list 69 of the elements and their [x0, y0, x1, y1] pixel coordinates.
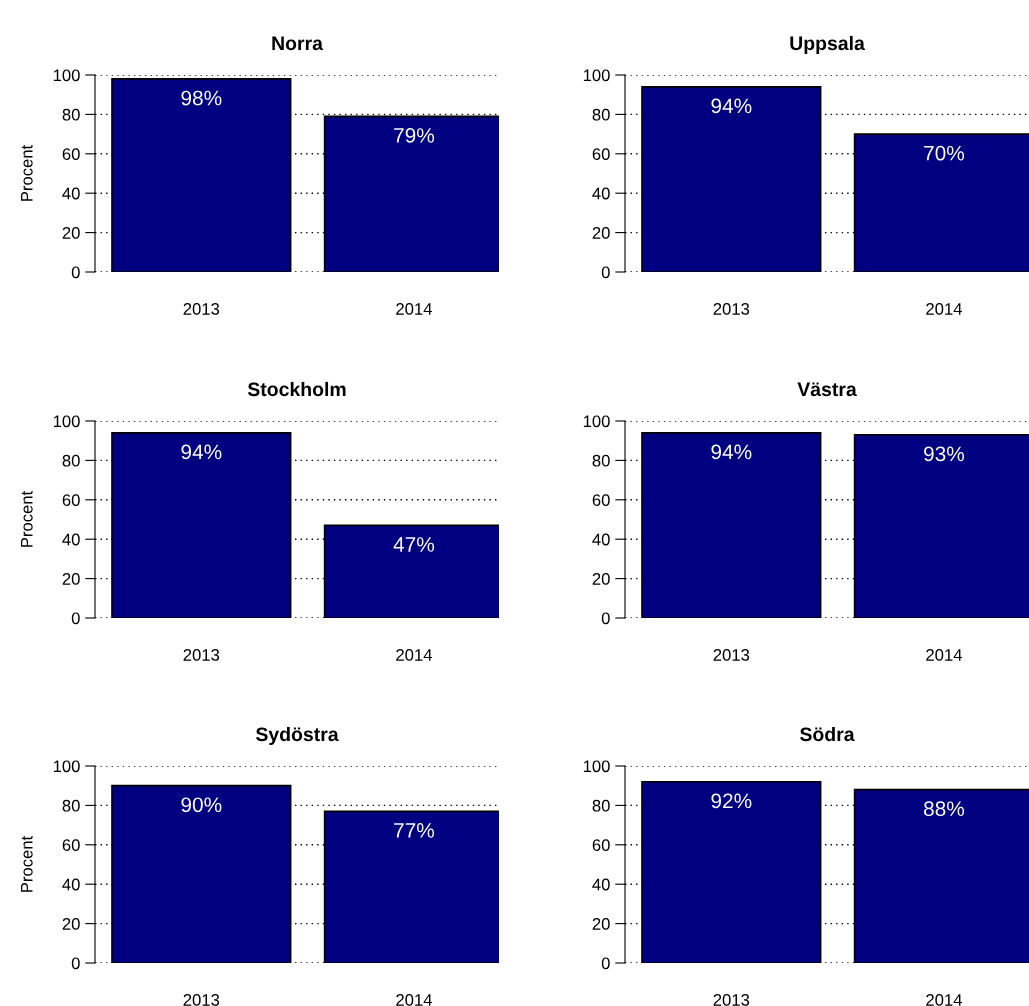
y-tick-label: 100	[53, 415, 80, 428]
x-tick-label: 2014	[926, 994, 962, 1006]
y-axis-title: Procent	[21, 490, 33, 547]
x-tick-label: 2013	[713, 649, 750, 661]
y-tick-label: 40	[62, 187, 80, 200]
data-label: 70%	[924, 145, 965, 161]
y-tick-label: 60	[62, 839, 80, 851]
x-tick-label: 2014	[396, 994, 432, 1006]
y-tick-label: 60	[62, 494, 80, 506]
data-label: 92%	[711, 793, 752, 809]
y-tick-label: 20	[592, 227, 610, 239]
y-tick-label: 0	[601, 957, 610, 970]
chart-title: Södra	[800, 726, 855, 742]
y-tick-label: 60	[592, 494, 610, 506]
data-label: 94%	[711, 444, 752, 460]
y-tick-label: 20	[592, 918, 610, 930]
data-label: 77%	[394, 823, 435, 838]
y-tick-label: 80	[62, 454, 80, 467]
y-tick-label: 80	[62, 108, 80, 121]
y-tick-label: 80	[62, 799, 80, 812]
x-tick-label: 2014	[926, 303, 962, 315]
y-tick-label: 60	[592, 148, 610, 160]
y-tick-label: 80	[592, 108, 610, 121]
y-tick-label: 80	[592, 454, 610, 467]
y-tick-label: 100	[583, 69, 610, 82]
x-tick-label: 2014	[926, 649, 962, 661]
data-label: 88%	[924, 801, 965, 817]
y-tick-label: 0	[601, 266, 610, 279]
y-tick-label: 100	[583, 760, 610, 773]
x-tick-label: 2013	[713, 994, 750, 1006]
y-tick-label: 20	[62, 573, 80, 585]
y-tick-label: 40	[62, 878, 80, 891]
y-tick-label: 40	[62, 533, 80, 546]
y-tick-label: 60	[592, 839, 610, 851]
y-tick-label: 100	[53, 760, 80, 773]
x-tick-label: 2013	[183, 994, 220, 1006]
y-tick-label: 20	[62, 918, 80, 930]
y-tick-label: 40	[592, 187, 610, 200]
chart-title: Uppsala	[790, 35, 865, 55]
y-tick-label: 20	[62, 227, 80, 239]
y-tick-label: 40	[592, 878, 610, 891]
y-tick-label: 60	[62, 148, 80, 160]
y-tick-label: 20	[592, 573, 610, 585]
y-tick-label: 100	[53, 69, 80, 82]
y-tick-label: 0	[601, 612, 610, 625]
y-axis-title: Procent	[21, 144, 33, 201]
y-tick-label: 40	[592, 533, 610, 546]
x-tick-label: 2013	[183, 303, 220, 315]
data-label: 94%	[711, 98, 752, 114]
data-label: 47%	[393, 537, 435, 552]
data-label: 98%	[181, 90, 222, 106]
chart-title: Norra	[272, 36, 324, 51]
chart-title: Västra	[797, 382, 857, 397]
data-label: 93%	[924, 446, 965, 462]
y-tick-label: 0	[71, 266, 80, 279]
x-tick-label: 2013	[183, 649, 220, 661]
x-tick-label: 2014	[396, 303, 432, 315]
chart-title: Stockholm	[247, 381, 346, 397]
x-tick-label: 2013	[713, 303, 750, 315]
y-tick-label: 80	[592, 799, 610, 812]
y-tick-label: 0	[71, 957, 80, 970]
chart-title: Sydöstra	[255, 726, 339, 746]
x-tick-label: 2014	[396, 649, 432, 661]
y-tick-label: 100	[583, 415, 610, 428]
y-tick-label: 0	[71, 612, 80, 625]
data-label: 79%	[394, 128, 435, 143]
data-label: 94%	[181, 444, 222, 460]
data-label: 90%	[181, 797, 222, 813]
y-axis-title: Procent	[21, 835, 33, 892]
